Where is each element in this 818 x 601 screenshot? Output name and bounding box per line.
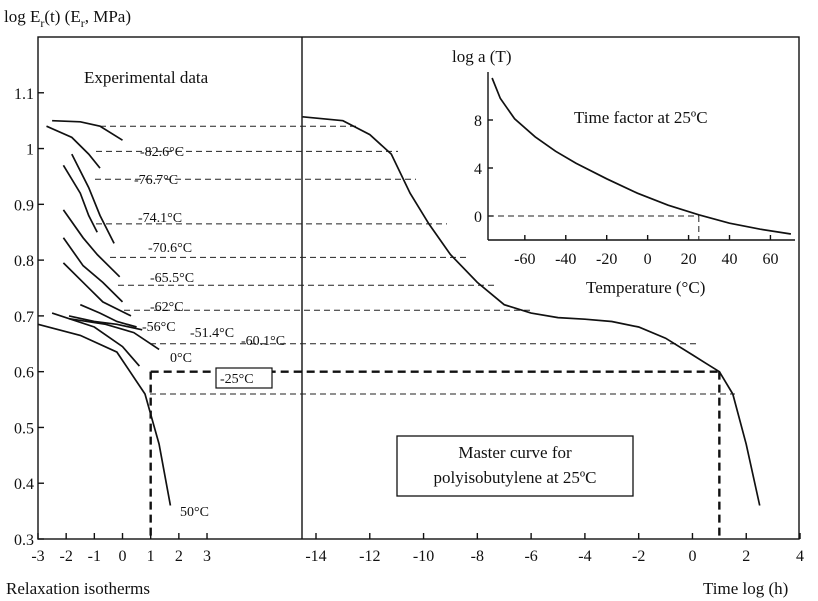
isotherm-label: -65.5°C bbox=[150, 271, 194, 286]
master-curve-line bbox=[302, 115, 761, 506]
inset-annotation: Time factor at 25ºC bbox=[574, 108, 708, 127]
isotherm-label: -82.6°C bbox=[140, 145, 184, 160]
right-x-tick-label: 2 bbox=[742, 548, 750, 565]
right-x-tick-label: -12 bbox=[359, 548, 380, 565]
left-x-tick-label: -3 bbox=[31, 548, 44, 565]
left-panel-title: Experimental data bbox=[84, 68, 209, 87]
y-tick-label: 0.8 bbox=[14, 253, 34, 270]
isotherm-label: -51.4°C bbox=[190, 326, 234, 341]
y-tick-label: 1.1 bbox=[14, 86, 34, 103]
isotherm-curve bbox=[46, 125, 101, 169]
isotherm-label: -76.7°C bbox=[134, 173, 178, 188]
isotherm-curve bbox=[62, 262, 132, 317]
left-x-tick-label: 3 bbox=[203, 548, 211, 565]
shift-factor-inset: log a (T) Time factor at 25ºC Temperatur… bbox=[452, 47, 795, 297]
y-tick-label: 0.4 bbox=[14, 476, 34, 493]
left-x-tick-label: -2 bbox=[60, 548, 73, 565]
left-x-tick-label: 0 bbox=[119, 548, 127, 565]
right-x-axis-label: Time log (h) bbox=[703, 579, 788, 598]
isotherm-curve bbox=[52, 119, 123, 141]
isotherm-label: -25°C bbox=[220, 372, 254, 387]
right-x-tick-label: 0 bbox=[688, 548, 696, 565]
y-tick-label: 0.7 bbox=[14, 309, 34, 326]
master-curve-label-line2: polyisobutylene at 25ºC bbox=[434, 468, 597, 487]
isotherm-curve bbox=[51, 312, 141, 367]
inset-y-tick-label: 8 bbox=[474, 113, 482, 130]
inset-x-tick-label: 60 bbox=[762, 251, 778, 268]
y-axis-label: log Er(t) (Er, MPa) bbox=[4, 7, 131, 30]
isotherm-label: 50°C bbox=[180, 505, 209, 520]
isotherm-curve bbox=[68, 317, 160, 351]
shift-factor-curve bbox=[491, 77, 792, 235]
right-x-tick-label: -14 bbox=[305, 548, 326, 565]
reference-isotherm-box bbox=[215, 367, 273, 389]
right-x-tick-label: -8 bbox=[471, 548, 484, 565]
right-x-tick-label: -6 bbox=[524, 548, 537, 565]
isotherm-curve bbox=[37, 323, 172, 506]
y-tick-label: 1 bbox=[26, 142, 34, 159]
left-x-axis-label: Relaxation isotherms bbox=[6, 579, 150, 598]
isotherm-label: -60.1°C bbox=[241, 334, 285, 349]
inset-y-tick-label: 4 bbox=[474, 161, 482, 178]
isotherm-curve bbox=[62, 164, 98, 233]
right-x-tick-label: -2 bbox=[632, 548, 645, 565]
isotherm-curve bbox=[62, 237, 124, 303]
inset-x-label: Temperature (°C) bbox=[586, 278, 705, 297]
inset-x-tick-label: 40 bbox=[722, 251, 738, 268]
inset-x-tick-label: -40 bbox=[555, 251, 576, 268]
isotherm-curve bbox=[68, 315, 143, 331]
y-tick-label: 0.3 bbox=[14, 532, 34, 549]
plot-frame bbox=[37, 36, 800, 540]
y-tick-label: 0.6 bbox=[14, 365, 34, 382]
left-x-tick-label: 2 bbox=[175, 548, 183, 565]
isotherm-curve bbox=[62, 209, 121, 278]
inset-x-tick-label: 0 bbox=[644, 251, 652, 268]
master-curve-label-line1: Master curve for bbox=[458, 443, 572, 462]
left-x-tick-label: -1 bbox=[88, 548, 101, 565]
y-tick-label: 0.9 bbox=[14, 197, 34, 214]
y-tick-label: 0.5 bbox=[14, 420, 34, 437]
isotherm-curve bbox=[79, 303, 137, 328]
isotherm-curve bbox=[71, 153, 115, 244]
isotherm-label: 0°C bbox=[170, 351, 192, 366]
isotherm-label: -56°C bbox=[142, 320, 176, 335]
inset-x-tick-label: 20 bbox=[681, 251, 697, 268]
master-curve-label-box: Master curve for polyisobutylene at 25ºC bbox=[396, 435, 634, 497]
inset-y-tick-label: 0 bbox=[474, 209, 482, 226]
right-x-tick-label: -10 bbox=[413, 548, 434, 565]
isotherm-label: -74.1°C bbox=[138, 211, 182, 226]
inset-y-label: log a (T) bbox=[452, 47, 511, 66]
isotherm-label: -62°C bbox=[150, 300, 184, 315]
inset-x-tick-label: -20 bbox=[596, 251, 617, 268]
inset-x-tick-label: -60 bbox=[514, 251, 535, 268]
right-x-tick-label: -4 bbox=[578, 548, 591, 565]
isotherm-label: -70.6°C bbox=[148, 241, 192, 256]
left-x-tick-label: 1 bbox=[147, 548, 155, 565]
right-x-tick-label: 4 bbox=[796, 548, 804, 565]
